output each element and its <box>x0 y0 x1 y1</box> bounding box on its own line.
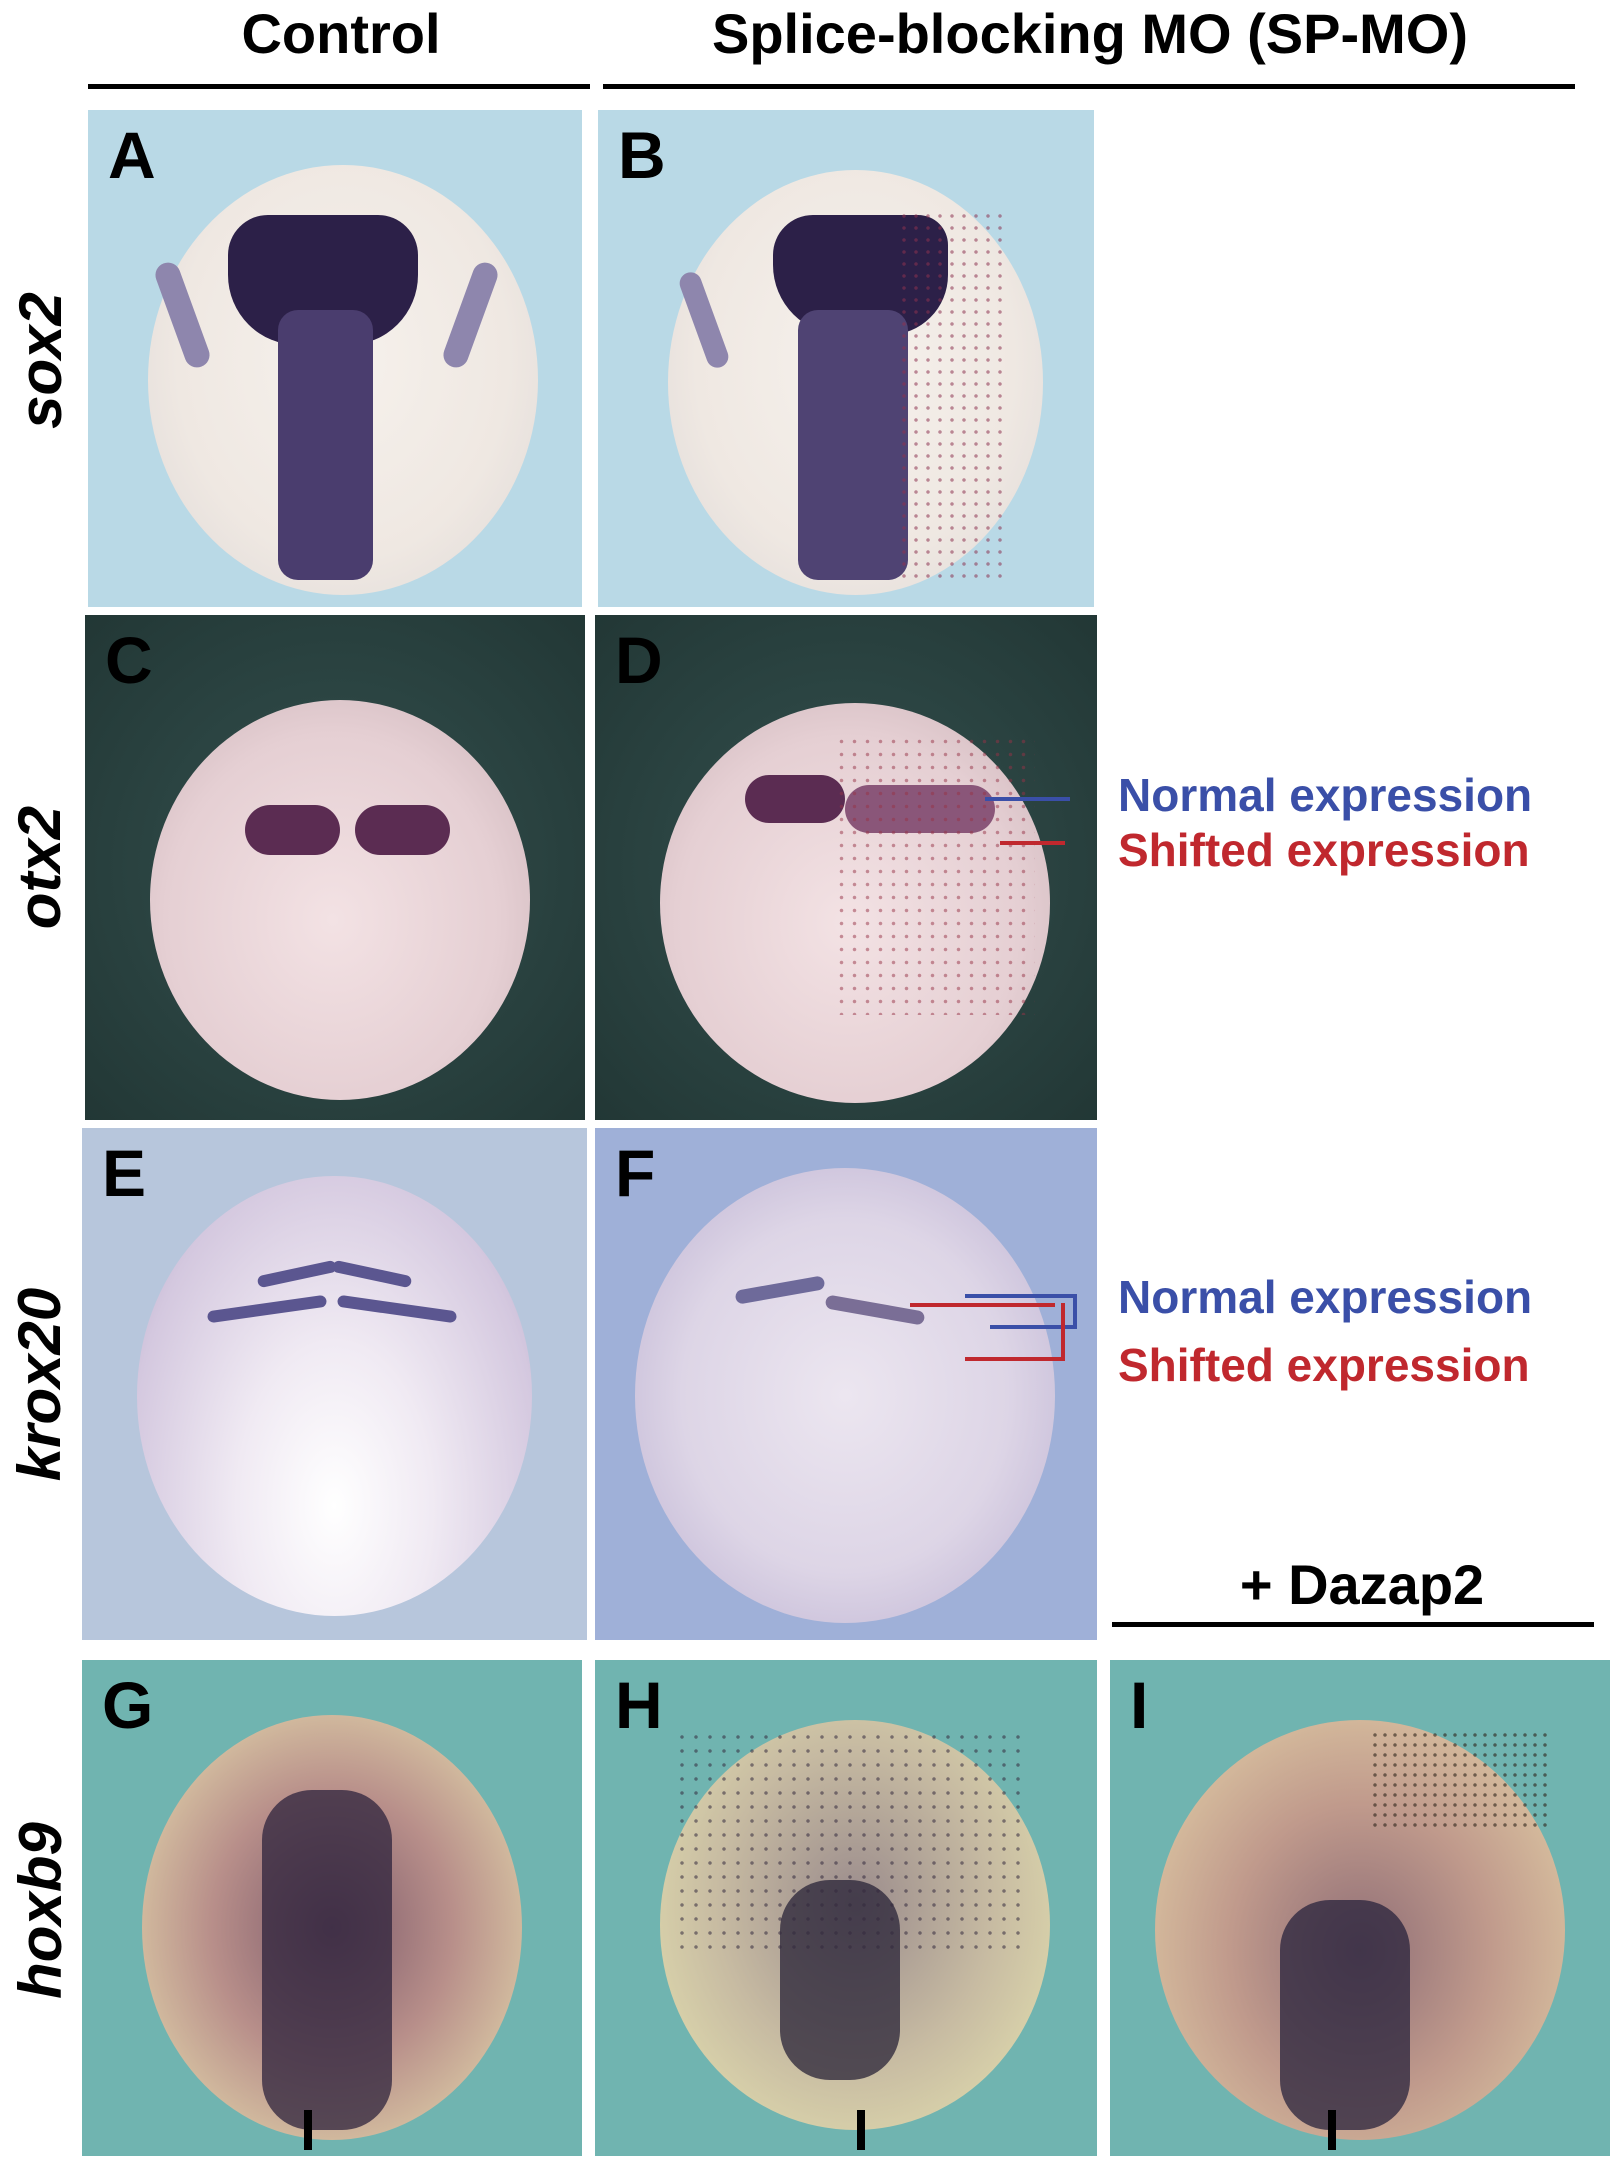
embryo-c <box>150 700 530 1100</box>
panel-b-sox2-sp-mo: B <box>598 110 1094 607</box>
panel-h-hoxb9-sp-mo: H <box>595 1660 1097 2156</box>
panel-letter-h: H <box>615 1668 663 1742</box>
injected-tracer-d <box>835 735 1035 1015</box>
panel-e-krox20-control: E <box>82 1128 587 1640</box>
legend-line-shifted-krox20-bottom <box>965 1357 1065 1361</box>
panel-g-hoxb9-control: G <box>82 1660 582 2156</box>
panel-letter-i: I <box>1130 1668 1149 1742</box>
panel-c-otx2-control: C <box>85 615 585 1120</box>
column-header-rescue: + Dazap2 <box>1239 1553 1485 1616</box>
legend-text-normal-otx2: Normal expression <box>1118 769 1533 821</box>
column-rule-splice-blocking <box>603 84 1575 89</box>
bracket-shifted-krox20 <box>1061 1303 1065 1361</box>
forebrain-stripe-right-c <box>355 805 450 855</box>
injected-tracer-b <box>898 210 1008 580</box>
row-label-sox2: sox2 <box>6 291 74 429</box>
legend-text-shifted-krox20: Shifted expression <box>1118 1339 1530 1391</box>
legend-line-normal-krox20-bottom <box>990 1325 1075 1329</box>
row-label-krox20: krox20 <box>6 1287 74 1481</box>
midline-tick-g <box>304 2110 312 2150</box>
column-header-splice-blocking: Splice-blocking MO (SP-MO) <box>711 2 1469 65</box>
panel-a-sox2-control: A <box>88 110 582 607</box>
legend-line-normal-otx2 <box>985 797 1070 801</box>
panel-letter-g: G <box>102 1668 154 1742</box>
posterior-expression-g <box>262 1790 392 2130</box>
panel-f-krox20-sp-mo: F <box>595 1128 1097 1640</box>
midline-tick-i <box>1328 2110 1336 2150</box>
forebrain-stripe-left-c <box>245 805 340 855</box>
neural-tube-b <box>798 310 908 580</box>
neural-tube-a <box>278 310 373 580</box>
panel-letter-c: C <box>105 623 153 697</box>
legend-line-normal-krox20-top <box>965 1294 1075 1298</box>
posterior-expression-i <box>1280 1900 1410 2130</box>
embryo-e <box>137 1176 532 1616</box>
panel-d-otx2-sp-mo: D <box>595 615 1097 1120</box>
legend-text-normal-krox20: Normal expression <box>1118 1271 1533 1323</box>
injected-tracer-i <box>1370 1730 1550 1830</box>
column-rule-control <box>88 84 590 89</box>
injected-tracer-h <box>675 1730 1025 1950</box>
row-label-hoxb9: hoxb9 <box>6 1821 74 1999</box>
forebrain-stripe-d <box>745 775 845 823</box>
column-rule-rescue <box>1112 1622 1594 1627</box>
column-header-control: Control <box>241 2 441 65</box>
panel-letter-f: F <box>615 1136 656 1210</box>
panel-letter-d: D <box>615 623 663 697</box>
panel-letter-b: B <box>618 118 666 192</box>
panel-letter-a: A <box>108 118 156 192</box>
legend-line-shifted-krox20-top <box>910 1303 1055 1307</box>
legend-text-shifted-otx2: Shifted expression <box>1118 824 1530 876</box>
embryo-f <box>635 1168 1055 1623</box>
legend-line-shifted-otx2 <box>1000 841 1065 845</box>
row-label-otx2: otx2 <box>6 805 74 930</box>
panel-i-hoxb9-rescue: I <box>1110 1660 1610 2156</box>
midline-tick-h <box>857 2110 865 2150</box>
panel-letter-e: E <box>102 1136 147 1210</box>
bracket-normal-krox20 <box>1073 1294 1077 1329</box>
